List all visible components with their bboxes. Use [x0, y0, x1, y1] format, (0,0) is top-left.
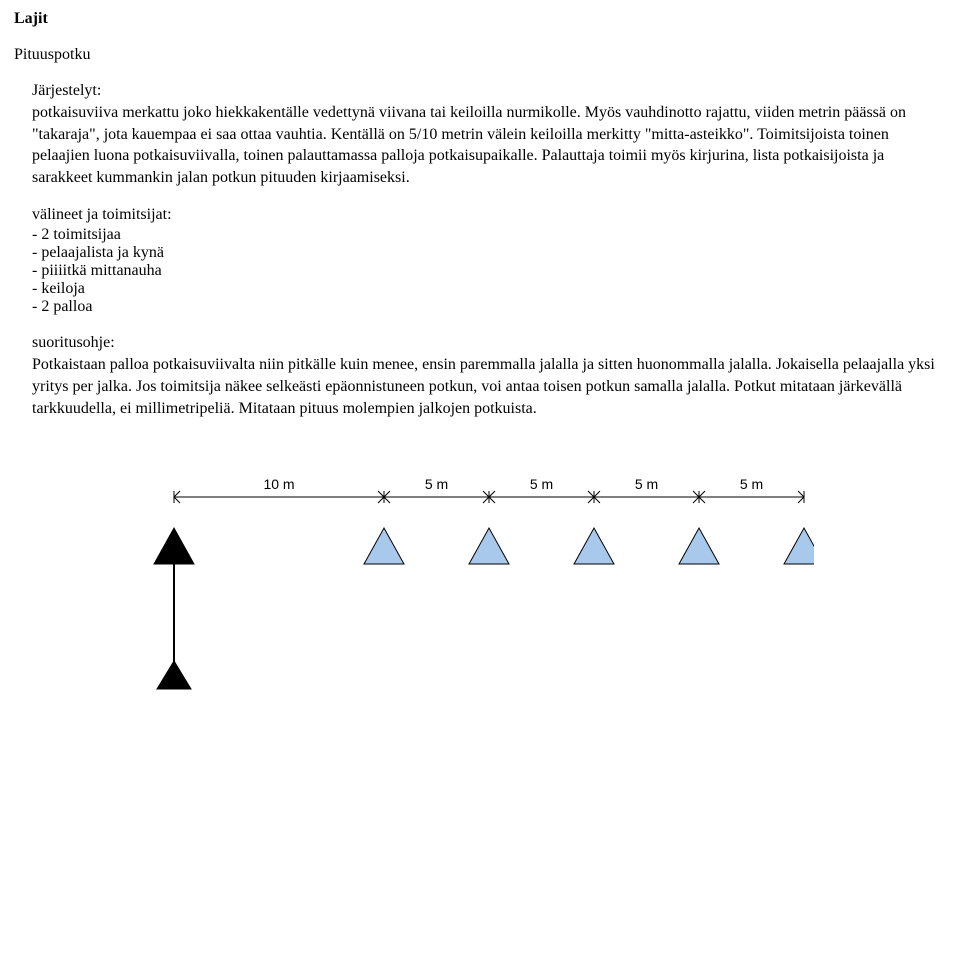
section-heading: Pituuspotku — [14, 46, 946, 64]
instructions-label: suoritusohje: — [32, 334, 946, 352]
svg-text:5 m: 5 m — [740, 476, 763, 492]
svg-text:5 m: 5 m — [635, 476, 658, 492]
list-item: - 2 palloa — [32, 298, 946, 316]
kick-diagram: 10 m 5 m 5 m 5 m 5 m — [114, 459, 946, 714]
svg-text:5 m: 5 m — [530, 476, 553, 492]
arrangements-text: potkaisuviiva merkattu joko hiekkakentäl… — [32, 102, 946, 188]
list-item: - pelaajalista ja kynä — [32, 244, 946, 262]
list-item: - keiloja — [32, 280, 946, 298]
equipment-label: välineet ja toimitsijat: — [32, 206, 946, 224]
svg-text:10 m: 10 m — [263, 476, 294, 492]
equipment-list: välineet ja toimitsijat: - 2 toimitsijaa… — [32, 206, 946, 316]
list-item: - piiiitkä mittanauha — [32, 262, 946, 280]
svg-text:5 m: 5 m — [425, 476, 448, 492]
arrangements-label: Järjestelyt: — [32, 82, 946, 100]
diagram-svg: 10 m 5 m 5 m 5 m 5 m — [114, 459, 814, 709]
list-item: - 2 toimitsijaa — [32, 226, 946, 244]
instructions-text: Potkaistaan palloa potkaisuviivalta niin… — [32, 354, 946, 419]
page-title: Lajit — [14, 10, 946, 28]
